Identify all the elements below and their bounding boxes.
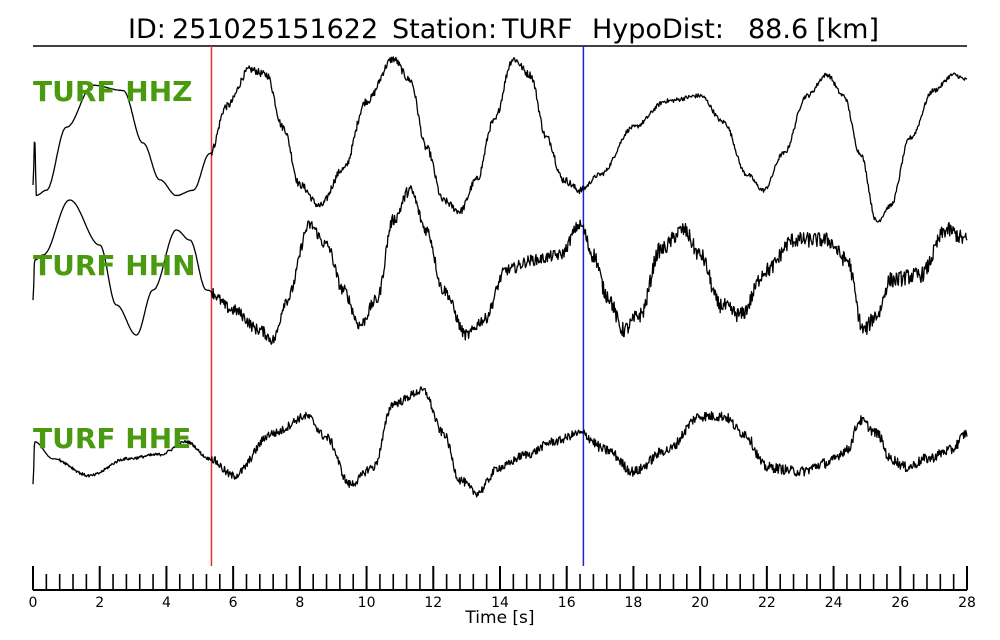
x-tick-label: 6 [229,595,238,611]
title-station-value: TURF [501,14,573,45]
trace-label-hhe: TURF HHE [33,422,191,455]
x-tick-label: 12 [424,595,442,611]
title-hypodist-value: 88.6 [748,14,808,45]
title-hypodist-label: HypoDist: [592,14,724,45]
x-tick-label: 16 [558,595,576,611]
x-tick-label: 10 [358,595,376,611]
x-tick-label: 2 [95,595,104,611]
x-tick-label: 28 [958,595,976,611]
x-tick-label: 0 [29,595,38,611]
x-tick-label: 4 [162,595,171,611]
x-tick-label: 20 [691,595,709,611]
phase-markers [210,46,585,566]
waveform-turf-hhn [32,185,968,345]
x-tick-label: 24 [825,595,843,611]
x-tick-label: 8 [295,595,304,611]
title-station-label: Station: [392,14,497,45]
x-tick-label: 14 [491,595,509,611]
time-axis-ticks: 0 2 4 6 8 10 12 14 16 18 20 22 24 26 28 [29,566,976,611]
x-tick-label: 26 [891,595,909,611]
trace-label-hhn: TURF HHN [33,249,196,282]
x-axis-label: Time [s] [464,608,534,628]
waveform-turf-hhe [32,386,968,498]
title-id-label: ID: [128,14,166,45]
waveform-turf-hhz [32,56,967,223]
waveform-traces [32,56,968,498]
x-tick-label: 18 [625,595,643,611]
title-hypodist-unit: [km] [816,14,879,45]
title-id-value: 251025151622 [172,14,378,45]
trace-label-hhz: TURF HHZ [33,75,192,108]
x-tick-label: 22 [758,595,776,611]
